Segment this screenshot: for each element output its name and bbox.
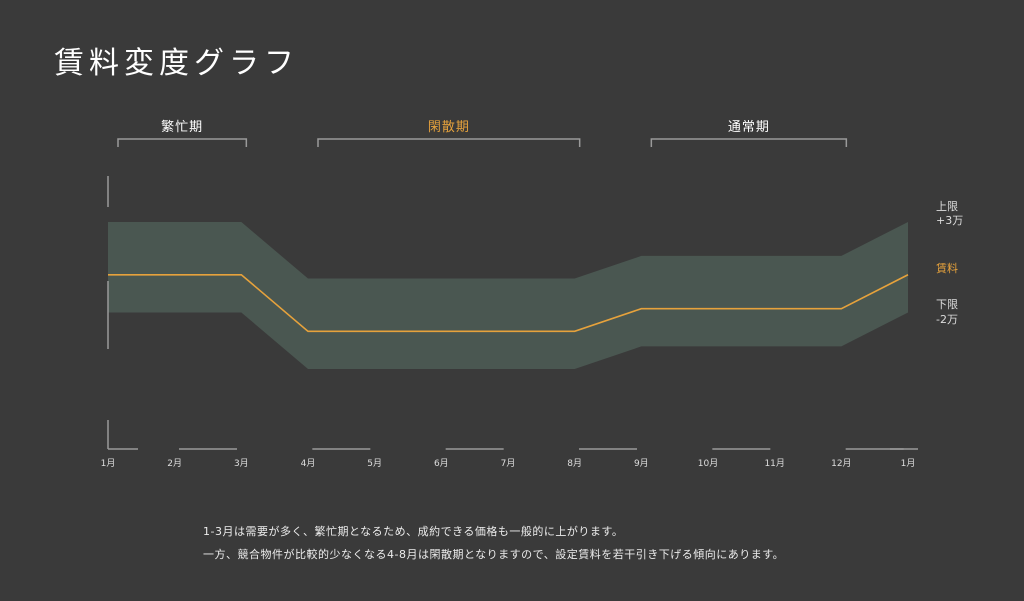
x-tick-label: 4月 [301,458,316,469]
period-label: 通常期 [728,120,770,135]
legend-lower-value: -2万 [936,313,958,326]
period-bracket [117,138,248,147]
value-band [108,222,908,369]
notes: 1-3月は需要が多く、繁忙期となるため、成約できる価格も一般的に上がります。 一… [203,520,784,566]
legend-upper-label: 上限 [936,200,958,213]
x-tick-label: 12月 [831,458,851,469]
page-title: 賃料変度グラフ [54,46,299,81]
rent-line [108,273,909,333]
period-bracket [317,138,581,147]
x-tick-label: 6月 [434,458,449,469]
period-label: 閑散期 [428,120,470,135]
legend-lower-label: 下限 [936,298,958,311]
period-bracket [650,138,848,147]
legend-rent-label: 賃料 [936,261,958,275]
x-tick-label: 5月 [367,458,382,469]
x-tick-label: 2月 [167,458,182,469]
x-tick-label: 8月 [567,458,582,469]
legend-upper-value: +3万 [936,214,963,227]
x-tick-label: 1月 [101,458,116,469]
x-tick-label: 7月 [501,458,516,469]
x-tick-label: 9月 [634,458,649,469]
note-line: 1-3月は需要が多く、繁忙期となるため、成約できる価格も一般的に上がります。 [203,525,624,538]
note-line: 一方、競合物件が比較的少なくなる4-8月は閑散期となりますので、設定賃料を若干引… [203,548,785,561]
x-tick-label: 10月 [698,458,718,469]
period-label: 繁忙期 [161,119,203,135]
x-tick-label: 11月 [764,458,784,469]
x-tick-label: 1月 [901,458,916,469]
x-tick-label: 3月 [234,458,249,469]
